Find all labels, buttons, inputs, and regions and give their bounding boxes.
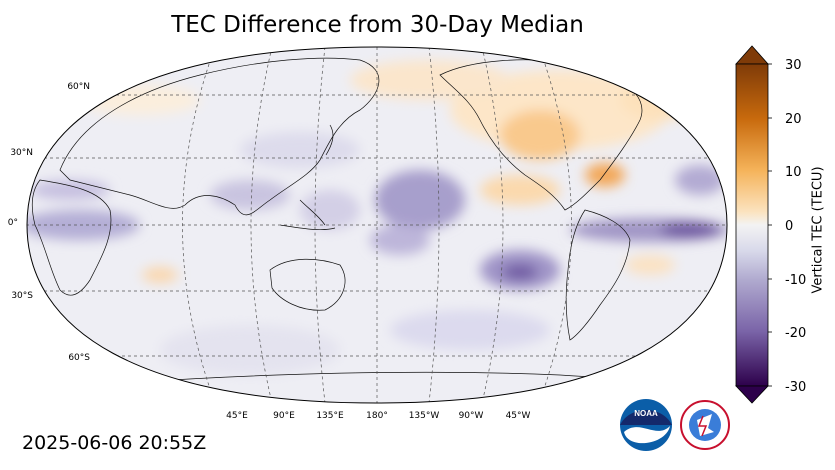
- colorbar: 30 20 10 0 -10 -20 -30: [735, 45, 806, 404]
- noaa-logo: NOAA: [620, 399, 672, 451]
- colorbar-tick-30: 30: [785, 58, 802, 73]
- lat-label-30s: 30°S: [11, 291, 33, 301]
- lon-label-180: 180°: [366, 411, 388, 421]
- lon-label-90e: 90°E: [273, 411, 295, 421]
- colorbar-tick-m30: -30: [785, 380, 806, 395]
- lat-label-eq: 0°: [8, 218, 18, 228]
- colorbar-tick-10: 10: [785, 165, 802, 180]
- lon-label-45w: 45°W: [506, 411, 531, 421]
- lat-label-30n: 30°N: [10, 148, 33, 158]
- colorbar-extend-bottom: [735, 385, 769, 404]
- timestamp: 2025-06-06 20:55Z: [22, 432, 207, 454]
- colorbar-tick-20: 20: [785, 112, 802, 127]
- colorbar-tick-0: 0: [785, 219, 793, 234]
- lon-label-135w: 135°W: [409, 411, 440, 421]
- noaa-logo-text: NOAA: [634, 409, 658, 418]
- lon-label-135e: 135°E: [316, 411, 344, 421]
- colorbar-tick-m20: -20: [785, 326, 806, 341]
- colorbar-tick-m10: -10: [785, 273, 806, 288]
- colorbar-bar: [735, 63, 769, 387]
- globe-outline: [26, 46, 728, 404]
- lon-label-90w: 90°W: [459, 411, 484, 421]
- tec-field: [27, 47, 727, 403]
- colorbar-label: Vertical TEC (TECU): [810, 166, 826, 294]
- lat-label-60n: 60°N: [67, 82, 90, 92]
- lon-label-45e: 45°E: [226, 411, 248, 421]
- graticule: [27, 47, 727, 403]
- map-title: TEC Difference from 30-Day Median: [171, 12, 584, 38]
- nws-logo: [680, 400, 730, 450]
- lat-label-60s: 60°S: [68, 353, 90, 363]
- colorbar-extend-top: [735, 45, 769, 65]
